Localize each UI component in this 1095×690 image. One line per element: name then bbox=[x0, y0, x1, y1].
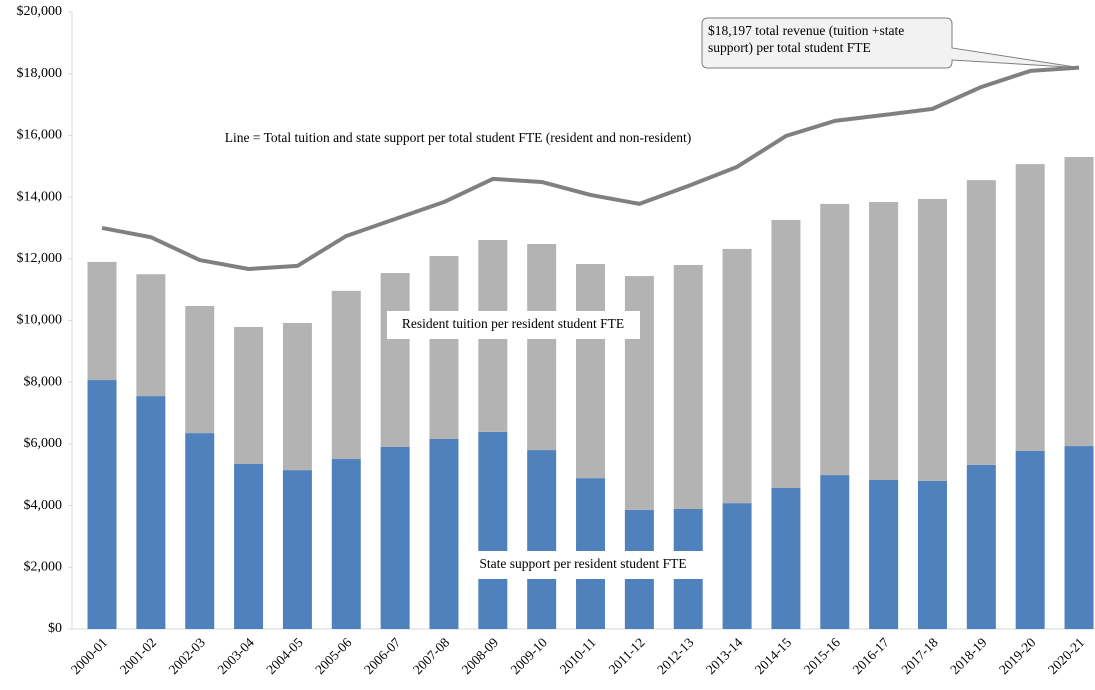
x-tick-label: 2015-16 bbox=[801, 635, 844, 678]
x-tick-label: 2004-05 bbox=[263, 635, 306, 678]
x-tick-label: 2006-07 bbox=[361, 635, 404, 678]
bar-segment bbox=[429, 256, 459, 439]
x-tick-label: 2002-03 bbox=[166, 635, 209, 678]
bar-segment bbox=[917, 198, 947, 481]
bar-segment bbox=[282, 322, 312, 471]
x-tick-label: 2008-09 bbox=[459, 635, 502, 678]
bar-segment bbox=[1064, 156, 1094, 447]
bar-segment bbox=[185, 306, 215, 434]
x-tick-label: 2007-08 bbox=[410, 635, 453, 678]
bar-segment bbox=[331, 290, 361, 460]
bar-segment bbox=[331, 459, 361, 629]
bar-segment bbox=[722, 503, 752, 629]
x-tick-label: 2016-17 bbox=[850, 635, 893, 678]
series-label: State support per resident student FTE bbox=[479, 556, 686, 571]
bar-segment bbox=[820, 475, 850, 629]
x-tick-label: 2005-06 bbox=[312, 635, 355, 678]
bar-segment bbox=[380, 446, 410, 629]
x-tick-label: 2020-21 bbox=[1045, 635, 1087, 677]
bar-segment bbox=[722, 248, 752, 504]
x-tick-label: 2012-13 bbox=[654, 635, 697, 678]
x-tick-label: 2014-15 bbox=[752, 635, 795, 678]
y-tick-label: $12,000 bbox=[17, 251, 63, 266]
total-line bbox=[101, 65, 1080, 271]
bar-segment bbox=[966, 180, 996, 465]
bar-segment bbox=[234, 463, 264, 629]
bar-segment bbox=[673, 264, 703, 509]
y-tick-label: $6,000 bbox=[24, 436, 63, 451]
y-tick-label: $20,000 bbox=[17, 4, 63, 19]
bar-segment bbox=[87, 261, 117, 381]
y-tick-label: $16,000 bbox=[17, 128, 63, 143]
bar-segment bbox=[1064, 446, 1094, 629]
y-tick-label: $0 bbox=[48, 621, 62, 636]
x-tick-label: 2003-04 bbox=[214, 635, 257, 678]
bar-segment bbox=[917, 480, 947, 629]
bar-segment bbox=[185, 433, 215, 629]
y-tick-label: $10,000 bbox=[17, 313, 63, 328]
x-tick-label: 2010-11 bbox=[557, 635, 599, 677]
x-tick-label: 2018-19 bbox=[947, 635, 990, 678]
bar-segment bbox=[380, 272, 410, 447]
bar-segment bbox=[869, 202, 899, 480]
bar-segment bbox=[282, 470, 312, 629]
bar-segment bbox=[136, 274, 166, 397]
x-tick-label: 2019-20 bbox=[996, 635, 1039, 678]
series-label: Resident tuition per resident student FT… bbox=[402, 316, 624, 331]
bar-segment bbox=[1015, 450, 1045, 629]
x-tick-label: 2017-18 bbox=[898, 635, 941, 678]
y-tick-label: $14,000 bbox=[17, 189, 63, 204]
x-tick-label: 2000-01 bbox=[68, 635, 110, 677]
callout-text: $18,197 total revenue (tuition +state su… bbox=[708, 23, 905, 55]
bar-segment bbox=[771, 219, 801, 489]
y-tick-label: $2,000 bbox=[24, 560, 63, 575]
x-tick-label: 2013-14 bbox=[703, 635, 746, 678]
label-background bbox=[387, 311, 640, 339]
bar-segment bbox=[820, 203, 850, 476]
bar-segment bbox=[234, 326, 264, 464]
bar-segment bbox=[869, 479, 899, 629]
label-background bbox=[463, 551, 703, 579]
y-tick-label: $4,000 bbox=[24, 498, 63, 513]
bar-segment bbox=[429, 438, 459, 629]
y-tick-label: $8,000 bbox=[24, 374, 63, 389]
x-tick-label: 2001-02 bbox=[117, 635, 159, 677]
bar-segment bbox=[527, 243, 557, 451]
callout-box bbox=[701, 17, 1080, 69]
bar-segment bbox=[771, 488, 801, 629]
bar-segment bbox=[527, 450, 557, 629]
y-tick-label: $18,000 bbox=[17, 66, 63, 81]
bar-segment bbox=[478, 431, 508, 629]
x-tick-label: 2009-10 bbox=[508, 635, 551, 678]
bar-segment bbox=[1015, 164, 1045, 451]
bar-segment bbox=[966, 464, 996, 629]
series-label: Line = Total tuition and state support p… bbox=[225, 130, 691, 145]
bar-segment bbox=[87, 380, 117, 629]
bar-segment bbox=[136, 396, 166, 629]
x-tick-label: 2011-12 bbox=[606, 635, 648, 677]
bar-segment bbox=[576, 264, 606, 479]
